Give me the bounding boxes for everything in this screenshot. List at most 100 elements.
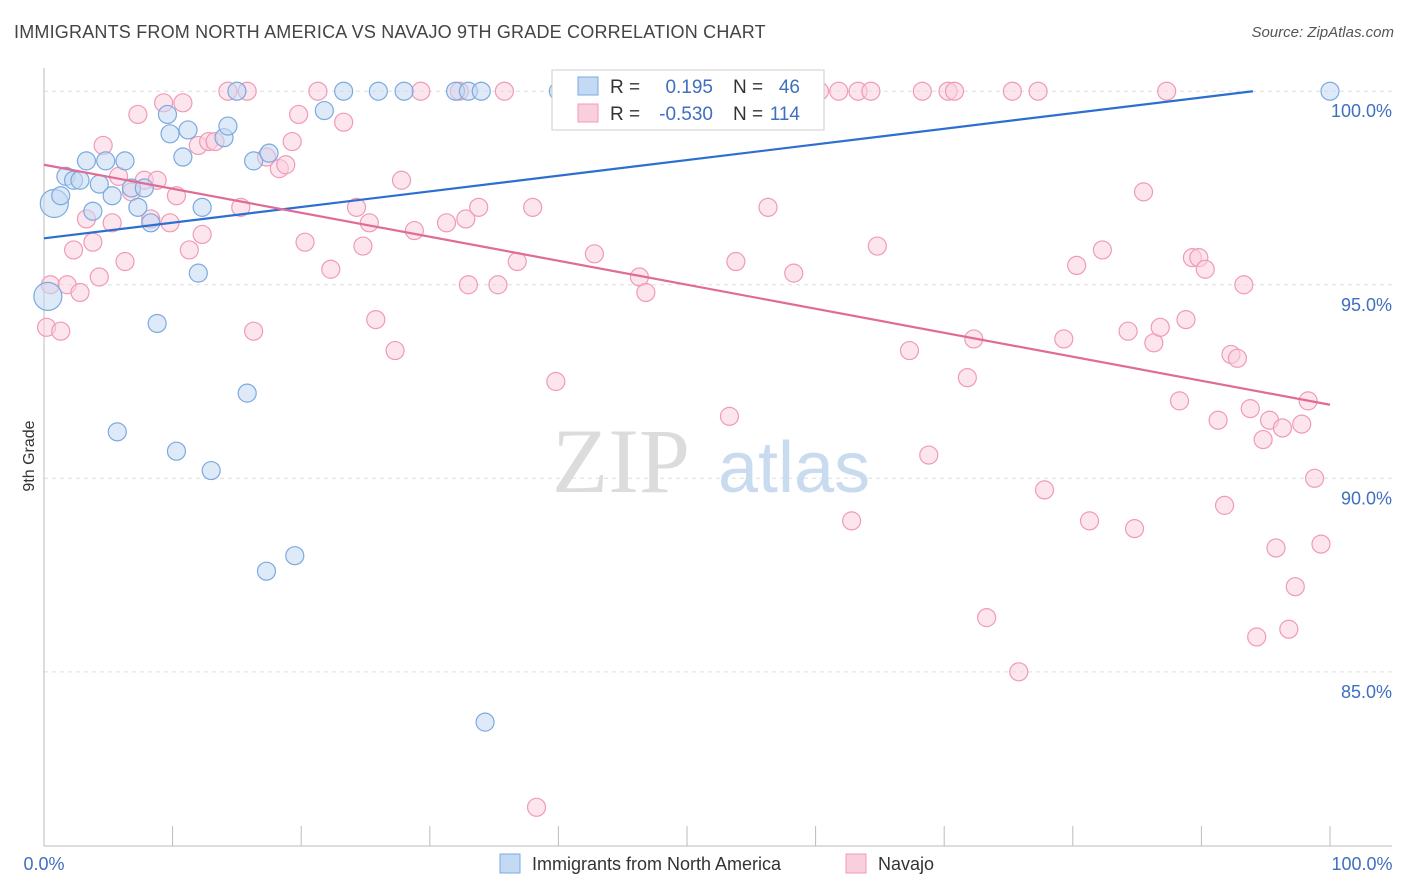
point-navajo: [458, 275, 478, 295]
point-navajo: [636, 282, 656, 303]
trend-line-north-america: [43, 90, 1253, 240]
point-north-america: [128, 197, 148, 217]
point-north-america: [285, 546, 305, 566]
point-navajo: [1227, 348, 1248, 368]
point-navajo: [1279, 619, 1299, 639]
point-navajo: [1118, 321, 1138, 341]
point-north-america: [394, 81, 414, 101]
point-navajo: [867, 236, 887, 256]
point-north-america: [188, 263, 208, 283]
point-navajo: [63, 240, 84, 260]
point-north-america: [76, 151, 97, 171]
point-navajo: [1195, 259, 1215, 279]
point-north-america: [102, 186, 122, 206]
point-navajo: [1092, 240, 1112, 260]
point-navajo: [726, 251, 746, 272]
point-navajo: [842, 511, 862, 531]
y-tick-label: 95.0%: [1341, 295, 1392, 315]
x-tick-label-max: 100.0%: [1331, 854, 1392, 874]
stats-r-value-2: -0.530: [659, 104, 713, 125]
point-navajo: [192, 224, 212, 245]
point-navajo: [1002, 81, 1022, 101]
point-navajo: [1285, 577, 1305, 597]
point-navajo: [977, 608, 997, 628]
point-north-america: [157, 104, 178, 125]
point-navajo: [758, 197, 778, 217]
point-navajo: [51, 321, 71, 341]
point-navajo: [83, 232, 103, 252]
point-navajo: [346, 197, 367, 217]
point-north-america: [244, 151, 264, 171]
point-navajo: [523, 197, 543, 217]
point-north-america: [1320, 81, 1340, 101]
watermark-zip: ZIP: [552, 410, 690, 512]
point-north-america: [160, 124, 180, 144]
point-navajo: [70, 282, 90, 303]
point-navajo: [1124, 519, 1145, 539]
stats-n-value-2: 114: [770, 104, 801, 125]
point-navajo: [308, 81, 328, 101]
point-north-america: [70, 170, 90, 190]
point-north-america: [471, 81, 491, 101]
point-navajo: [1176, 309, 1196, 330]
point-navajo: [1292, 414, 1312, 434]
point-navajo: [1054, 329, 1074, 349]
point-north-america: [201, 460, 221, 481]
point-navajo: [334, 112, 354, 132]
legend-label-navajo[interactable]: Navajo: [878, 854, 934, 874]
point-navajo: [1240, 399, 1260, 419]
stats-n-label-2: N =: [733, 104, 763, 125]
legend: Immigrants from North America Navajo: [499, 853, 934, 874]
point-navajo: [861, 81, 881, 101]
point-navajo: [1311, 534, 1331, 554]
point-navajo: [1208, 410, 1228, 430]
point-navajo: [456, 209, 476, 229]
x-tick-label-min: 0.0%: [23, 854, 64, 874]
point-navajo: [1247, 627, 1267, 647]
point-navajo: [244, 321, 264, 341]
point-north-america: [178, 120, 198, 140]
point-navajo: [584, 244, 605, 264]
stats-n-value-1: 46: [779, 77, 800, 98]
point-navajo: [173, 93, 193, 113]
stats-r-label-1: R =: [610, 77, 640, 98]
chart-title: IMMIGRANTS FROM NORTH AMERICA VS NAVAJO …: [14, 22, 766, 42]
point-navajo: [488, 275, 508, 295]
x-ticks: [43, 826, 1331, 846]
point-navajo: [1214, 495, 1235, 515]
point-navajo: [919, 445, 939, 465]
point-navajo: [436, 213, 457, 233]
point-navajo: [1028, 81, 1048, 101]
point-north-america: [218, 116, 238, 136]
legend-swatch-navajo[interactable]: [845, 853, 867, 874]
point-navajo: [1304, 468, 1325, 488]
point-navajo: [1150, 317, 1170, 337]
point-navajo: [115, 251, 135, 272]
point-north-america: [147, 313, 167, 334]
point-navajo: [179, 240, 199, 260]
point-navajo: [411, 81, 431, 101]
point-navajo: [391, 170, 412, 190]
point-north-america: [33, 281, 63, 311]
point-navajo: [469, 197, 489, 217]
point-navajo: [353, 236, 373, 256]
point-navajo: [1133, 182, 1154, 202]
point-north-america: [173, 147, 193, 167]
y-tick-label: 90.0%: [1341, 488, 1392, 508]
point-navajo: [321, 259, 341, 279]
legend-swatch-north-america[interactable]: [499, 853, 521, 874]
point-north-america: [107, 422, 127, 442]
point-north-america: [314, 100, 334, 121]
point-navajo: [289, 104, 309, 125]
gridlines: [44, 90, 1392, 673]
point-north-america: [227, 81, 247, 101]
y-tick-label: 100.0%: [1331, 101, 1392, 121]
point-north-america: [166, 441, 187, 461]
trend-line-navajo: [43, 163, 1331, 406]
stats-swatch-north-america: [577, 76, 599, 96]
point-north-america: [141, 213, 161, 233]
legend-label-north-america[interactable]: Immigrants from North America: [532, 854, 782, 874]
stats-r-value-1: 0.195: [665, 77, 713, 98]
y-axis-label: 9th Grade: [21, 420, 38, 491]
